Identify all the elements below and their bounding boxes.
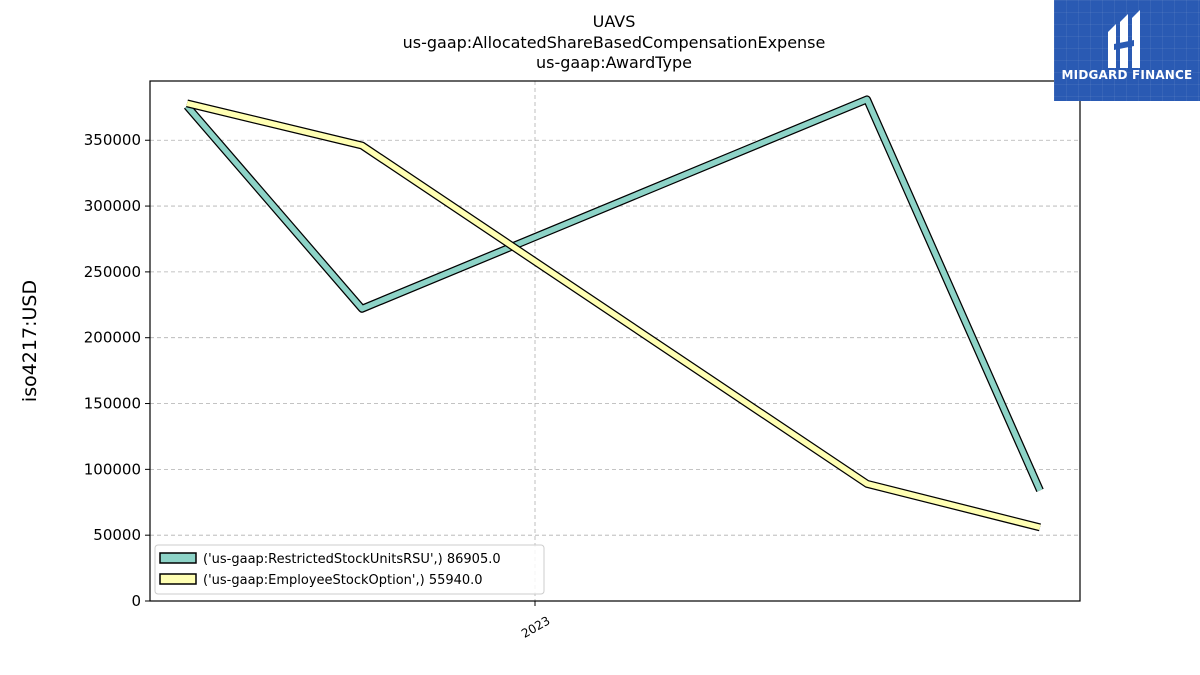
series-line-0 [184, 96, 1043, 492]
y-tick-label: 100000 [84, 460, 141, 478]
series-lines [183, 95, 1044, 532]
legend-swatch-1 [159, 573, 197, 585]
y-tick-label: 350000 [84, 131, 141, 149]
series-line-1 [186, 100, 1041, 531]
y-tick-label: 200000 [84, 329, 141, 347]
plot-frame [149, 80, 1081, 602]
y-tick-label: 0 [131, 592, 141, 610]
legend-label-0: ('us-gaap:RestrictedStockUnitsRSU',) 869… [203, 552, 501, 567]
legend-frame [154, 544, 545, 595]
chart-title: UAVS us-gaap:AllocatedShareBasedCompensa… [403, 12, 826, 72]
y-tick-label: 50000 [93, 526, 141, 544]
legend: ('us-gaap:RestrictedStockUnitsRSU',) 869… [154, 544, 545, 595]
x-axis: 2023 [519, 601, 553, 641]
logo-text: MIDGARD FINANCE [1061, 68, 1193, 82]
chart-title-line-3: us-gaap:AwardType [536, 53, 692, 72]
chart-title-line-2: us-gaap:AllocatedShareBasedCompensationE… [403, 33, 826, 52]
y-axis: 0 50000 100000 150000 200000 250000 300000 3500… [84, 131, 150, 610]
y-tick-label: 300000 [84, 197, 141, 215]
legend-swatch-0 [159, 552, 197, 564]
legend-label-1: ('us-gaap:EmployeeStockOption',) 55940.0 [203, 573, 483, 588]
y-tick-label: 250000 [84, 263, 141, 281]
chart-title-line-1: UAVS [593, 12, 636, 31]
series-line-outline-0 [183, 95, 1044, 493]
x-tick-label: 2023 [519, 613, 552, 640]
y-axis-label: iso4217:USD [19, 280, 41, 402]
midgard-finance-logo: MIDGARD FINANCE [1054, 0, 1200, 101]
midgard-logo-icon [1108, 10, 1140, 68]
grid [150, 81, 1080, 601]
y-tick-label: 150000 [84, 395, 141, 413]
